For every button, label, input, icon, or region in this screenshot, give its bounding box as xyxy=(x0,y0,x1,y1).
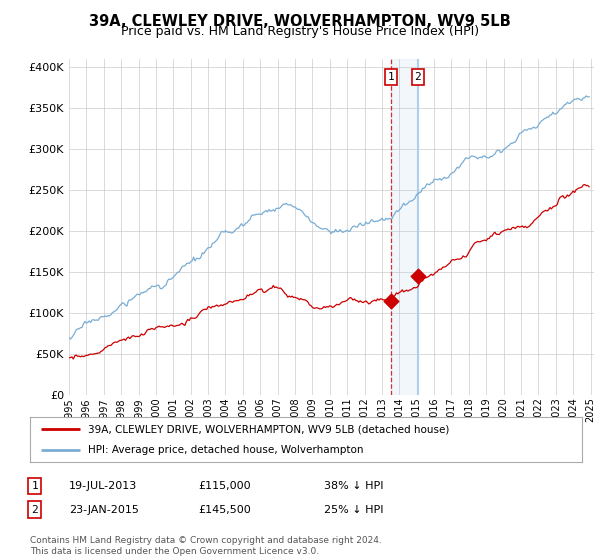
Text: 39A, CLEWLEY DRIVE, WOLVERHAMPTON, WV9 5LB: 39A, CLEWLEY DRIVE, WOLVERHAMPTON, WV9 5… xyxy=(89,14,511,29)
Text: HPI: Average price, detached house, Wolverhampton: HPI: Average price, detached house, Wolv… xyxy=(88,445,364,455)
Text: 2: 2 xyxy=(31,505,38,515)
Text: 1: 1 xyxy=(388,72,395,82)
Text: £115,000: £115,000 xyxy=(198,481,251,491)
Text: 23-JAN-2015: 23-JAN-2015 xyxy=(69,505,139,515)
Text: Contains HM Land Registry data © Crown copyright and database right 2024.
This d: Contains HM Land Registry data © Crown c… xyxy=(30,536,382,556)
Bar xyxy=(391,59,418,395)
Text: Price paid vs. HM Land Registry's House Price Index (HPI): Price paid vs. HM Land Registry's House … xyxy=(121,25,479,38)
Text: 2: 2 xyxy=(415,72,421,82)
Text: 1: 1 xyxy=(31,481,38,491)
Text: 39A, CLEWLEY DRIVE, WOLVERHAMPTON, WV9 5LB (detached house): 39A, CLEWLEY DRIVE, WOLVERHAMPTON, WV9 5… xyxy=(88,424,449,435)
Text: 38% ↓ HPI: 38% ↓ HPI xyxy=(324,481,383,491)
Point xyxy=(413,271,422,280)
Point xyxy=(386,296,396,305)
Text: £145,500: £145,500 xyxy=(198,505,251,515)
Text: 19-JUL-2013: 19-JUL-2013 xyxy=(69,481,137,491)
Text: 25% ↓ HPI: 25% ↓ HPI xyxy=(324,505,383,515)
